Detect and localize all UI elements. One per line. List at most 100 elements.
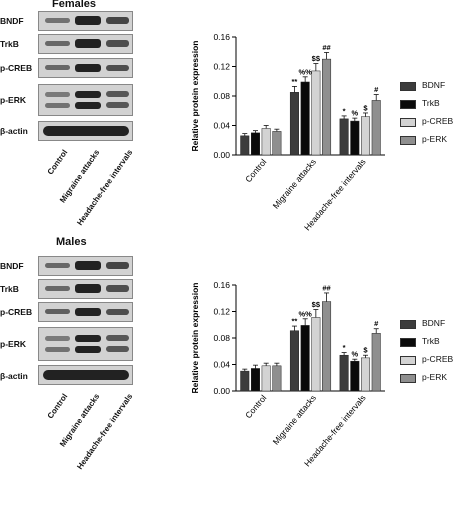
bar — [250, 368, 260, 392]
significance-mark: ** — [292, 77, 298, 86]
blot-pcreb-m — [38, 302, 133, 322]
bar — [311, 70, 321, 156]
legend-swatch-perk — [400, 374, 416, 383]
legend-label-bdnf: BDNF — [422, 318, 446, 328]
males-title: Males — [56, 236, 87, 248]
band — [75, 39, 101, 48]
band — [45, 92, 70, 97]
band — [45, 347, 70, 352]
bar — [300, 325, 310, 392]
legend-swatch-bdnf — [400, 82, 416, 91]
band — [45, 18, 70, 23]
blot-perk-m — [38, 327, 133, 361]
legend-swatch-pcreb — [400, 118, 416, 127]
bar — [311, 317, 321, 392]
band — [106, 309, 129, 315]
bar — [272, 365, 282, 392]
band — [45, 286, 70, 291]
blot-trkb-f — [38, 34, 133, 54]
significance-mark: # — [374, 85, 379, 94]
legend-label-pcreb: p-CREB — [422, 116, 454, 126]
legend-swatch-bdnf — [400, 320, 416, 329]
bar — [261, 365, 271, 392]
blot-label-bndf-m: BNDF — [0, 261, 24, 271]
legend-swatch-pcreb — [400, 356, 416, 365]
blot-label-perk-f: p-ERK — [0, 95, 26, 105]
significance-mark: $$ — [312, 54, 321, 63]
blot-trkb-m — [38, 279, 133, 299]
blot-label-pcreb-f: p-CREB — [0, 63, 33, 73]
band — [106, 346, 129, 352]
blot-label-perk-m: p-ERK — [0, 339, 26, 349]
y-tick-label: 0.04 — [213, 360, 230, 370]
band — [45, 309, 70, 314]
y-tick-label: 0.08 — [213, 91, 230, 101]
band — [75, 91, 101, 98]
x-tick-label: Migraine attacks — [271, 157, 318, 211]
blot-label-pcreb-m: p-CREB — [0, 307, 33, 317]
band — [45, 263, 70, 268]
blot-label-trkb-m: TrkB — [0, 284, 19, 294]
y-tick-label: 0.04 — [213, 121, 230, 131]
band — [45, 103, 70, 108]
bar — [371, 100, 381, 156]
band — [106, 91, 129, 97]
legend-swatch-trkb — [400, 338, 416, 347]
legend-label-perk: p-ERK — [422, 134, 448, 144]
significance-mark: * — [343, 343, 346, 352]
bar — [350, 120, 360, 156]
significance-mark: % — [351, 109, 358, 118]
bar — [322, 301, 332, 392]
band — [43, 126, 129, 136]
legend-swatch-perk — [400, 136, 416, 145]
bar — [339, 118, 349, 156]
band — [75, 335, 101, 342]
blot-label-actin-m: β-actin — [0, 371, 28, 381]
band — [106, 335, 129, 341]
legend-label-pcreb: p-CREB — [422, 354, 454, 364]
significance-mark: $ — [363, 346, 368, 355]
y-tick-label: 0.16 — [213, 32, 230, 42]
bar — [361, 116, 371, 156]
x-tick-label: Control — [243, 393, 268, 421]
band — [75, 308, 101, 316]
y-tick-label: 0.08 — [213, 333, 230, 343]
blot-pcreb-f — [38, 58, 133, 78]
band — [75, 346, 101, 353]
bar — [272, 131, 282, 156]
bar — [322, 58, 332, 156]
band — [106, 262, 129, 269]
legend-label-bdnf: BDNF — [422, 80, 446, 90]
significance-mark: ## — [322, 283, 331, 292]
bar — [339, 354, 349, 392]
blot-bndf-m — [38, 256, 133, 276]
y-tick-label: 0.12 — [213, 62, 230, 72]
x-tick-label: Migraine attacks — [271, 393, 318, 447]
band — [106, 285, 129, 292]
bar — [240, 135, 250, 156]
significance-mark: $$ — [312, 300, 321, 309]
significance-mark: $ — [363, 103, 368, 112]
band — [75, 64, 101, 72]
significance-mark: %% — [298, 309, 312, 318]
significance-mark: # — [374, 319, 379, 328]
bar — [261, 128, 271, 156]
blot-actin-f — [38, 121, 133, 141]
x-tick-label: Control — [243, 157, 268, 185]
bar — [289, 92, 299, 156]
blot-label-trkb-f: TrkB — [0, 39, 19, 49]
band — [45, 65, 70, 70]
band — [106, 40, 129, 47]
significance-mark: %% — [298, 67, 312, 76]
band — [106, 102, 129, 108]
band — [106, 65, 129, 71]
y-tick-label: 0.00 — [213, 386, 230, 396]
legend-label-trkb: TrkB — [422, 98, 440, 108]
significance-mark: ** — [292, 317, 298, 326]
legend-label-perk: p-ERK — [422, 372, 448, 382]
bar — [300, 81, 310, 156]
blot-actin-m — [38, 365, 133, 385]
blot-perk-f — [38, 84, 133, 116]
band — [75, 16, 101, 25]
legend-swatch-trkb — [400, 100, 416, 109]
